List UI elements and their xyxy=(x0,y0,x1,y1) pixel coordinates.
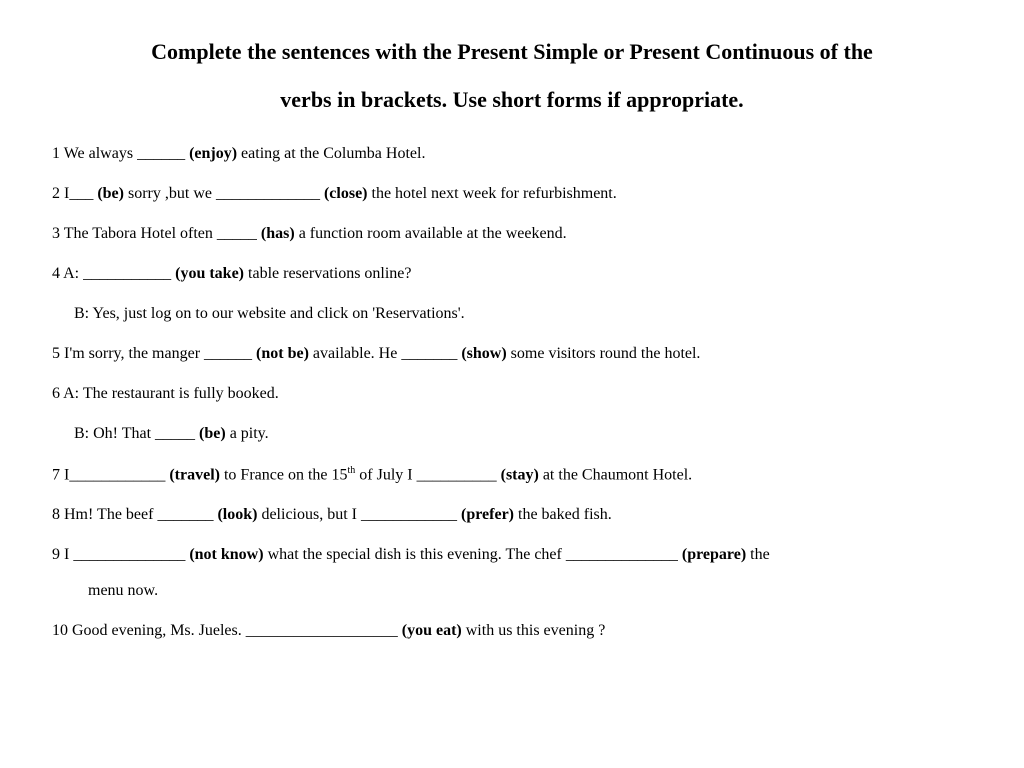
text: 9 I ______________ xyxy=(52,546,189,563)
question-1: 1 We always ______ (enjoy) eating at the… xyxy=(48,145,976,163)
verb: (close) xyxy=(324,185,368,202)
verb: (not be) xyxy=(256,345,309,362)
verb: (show) xyxy=(461,345,506,362)
verb: (look) xyxy=(217,506,257,523)
worksheet-title: Complete the sentences with the Present … xyxy=(48,28,976,125)
text: the hotel next week for refurbishment. xyxy=(368,185,617,202)
text: B: Yes, just log on to our website and c… xyxy=(74,305,465,322)
text: 7 I____________ xyxy=(52,466,169,483)
verb: (has) xyxy=(261,225,295,242)
question-2: 2 I___ (be) sorry ,but we _____________ … xyxy=(48,185,976,203)
question-8: 8 Hm! The beef _______ (look) delicious,… xyxy=(48,506,976,524)
question-10: 10 Good evening, Ms. Jueles. ___________… xyxy=(48,622,976,640)
question-4a: 4 A: ___________ (you take) table reserv… xyxy=(48,265,976,283)
text: menu now. xyxy=(88,582,158,599)
verb: (not know) xyxy=(189,546,263,563)
verb: (be) xyxy=(97,185,124,202)
text: eating at the Columba Hotel. xyxy=(237,145,425,162)
question-4b: B: Yes, just log on to our website and c… xyxy=(48,305,976,323)
text: table reservations online? xyxy=(244,265,412,282)
question-9-cont: menu now. xyxy=(48,582,976,600)
verb: (be) xyxy=(199,425,226,442)
text: 8 Hm! The beef _______ xyxy=(52,506,217,523)
question-6a: 6 A: The restaurant is fully booked. xyxy=(48,385,976,403)
text: the xyxy=(746,546,770,563)
text: at the Chaumont Hotel. xyxy=(539,466,692,483)
verb: (enjoy) xyxy=(189,145,237,162)
question-6b: B: Oh! That _____ (be) a pity. xyxy=(48,425,976,443)
worksheet-page: Complete the sentences with the Present … xyxy=(0,0,1024,682)
text: with us this evening ? xyxy=(462,622,606,639)
text: sorry ,but we _____________ xyxy=(124,185,324,202)
verb: (travel) xyxy=(169,466,220,483)
text: delicious, but I ____________ xyxy=(257,506,461,523)
question-9: 9 I ______________ (not know) what the s… xyxy=(48,546,976,564)
text: a pity. xyxy=(226,425,269,442)
question-5: 5 I'm sorry, the manger ______ (not be) … xyxy=(48,345,976,363)
text: to France on the 15 xyxy=(220,466,348,483)
question-list: 1 We always ______ (enjoy) eating at the… xyxy=(48,145,976,640)
text: 2 I___ xyxy=(52,185,97,202)
verb: (you take) xyxy=(175,265,244,282)
title-line-1: Complete the sentences with the Present … xyxy=(48,28,976,76)
text: 10 Good evening, Ms. Jueles. ___________… xyxy=(52,622,402,639)
text: of July I __________ xyxy=(355,466,500,483)
text: 6 A: The restaurant is fully booked. xyxy=(52,385,279,402)
text: the baked fish. xyxy=(514,506,612,523)
verb: (prepare) xyxy=(682,546,746,563)
verb: (stay) xyxy=(501,466,539,483)
text: 1 We always ______ xyxy=(52,145,189,162)
verb: (prefer) xyxy=(461,506,514,523)
question-7: 7 I____________ (travel) to France on th… xyxy=(48,465,976,484)
verb: (you eat) xyxy=(402,622,462,639)
text: 4 A: ___________ xyxy=(52,265,175,282)
text: some visitors round the hotel. xyxy=(507,345,701,362)
text: B: Oh! That _____ xyxy=(74,425,199,442)
question-3: 3 The Tabora Hotel often _____ (has) a f… xyxy=(48,225,976,243)
text: a function room available at the weekend… xyxy=(295,225,567,242)
text: what the special dish is this evening. T… xyxy=(264,546,682,563)
text: 3 The Tabora Hotel often _____ xyxy=(52,225,261,242)
title-line-2: verbs in brackets. Use short forms if ap… xyxy=(48,76,976,124)
text: 5 I'm sorry, the manger ______ xyxy=(52,345,256,362)
text: available. He _______ xyxy=(309,345,461,362)
